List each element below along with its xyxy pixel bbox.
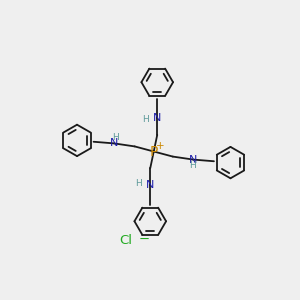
Text: −: − (138, 233, 149, 246)
Text: Cl: Cl (119, 234, 132, 247)
Text: N: N (146, 180, 154, 190)
Text: H: H (135, 179, 142, 188)
Text: N: N (189, 154, 197, 165)
Text: N: N (153, 113, 161, 123)
Text: N: N (110, 138, 118, 148)
Text: H: H (112, 133, 119, 142)
Text: H: H (142, 115, 149, 124)
Text: H: H (189, 161, 196, 170)
Text: +: + (156, 141, 165, 151)
Text: P: P (150, 145, 158, 158)
